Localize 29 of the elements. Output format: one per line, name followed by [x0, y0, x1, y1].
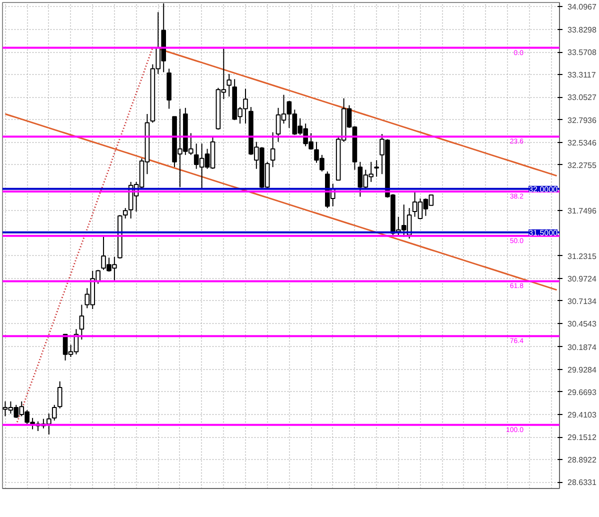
y-tick-label: 29.9284	[568, 365, 597, 374]
candlestick	[57, 380, 62, 409]
y-tick-label: 30.7134	[568, 296, 597, 306]
ref-line-label: 31.5000	[528, 228, 558, 238]
y-tick-label: 31.2315	[568, 252, 597, 261]
candlestick	[270, 132, 276, 168]
y-tick-label: 30.1874	[568, 342, 597, 352]
candlestick	[79, 304, 84, 340]
y-tick-label: 32.2755	[568, 160, 597, 170]
line-series	[4, 113, 558, 291]
y-tick-label: 33.5708	[568, 48, 597, 58]
y-tick-label: 29.6693	[568, 388, 597, 397]
candlestick	[52, 404, 57, 422]
y-tick-label: 33.8298	[568, 26, 597, 35]
y-tick-label: 32.7936	[568, 116, 597, 125]
y-tick-label: 33.3117	[568, 70, 596, 80]
y-tick-label: 28.8922	[568, 456, 597, 465]
y-tick-label: 29.4103	[568, 410, 597, 420]
y-tick-label: 30.9724	[568, 274, 597, 284]
y-tick-label: 32.5346	[568, 138, 597, 148]
y-tick-label: 28.6331	[568, 478, 597, 488]
candlestick	[226, 73, 232, 98]
y-tick-label: 29.1512	[568, 433, 597, 442]
y-tick-label: 34.0967	[568, 2, 597, 12]
ref-line-label: 32.0000	[528, 184, 558, 194]
candlestick	[374, 160, 379, 178]
y-tick-label: 33.0527	[568, 93, 597, 102]
y-tick-label: 31.7496	[568, 206, 597, 216]
y-tick-label: 30.4543	[568, 320, 597, 329]
